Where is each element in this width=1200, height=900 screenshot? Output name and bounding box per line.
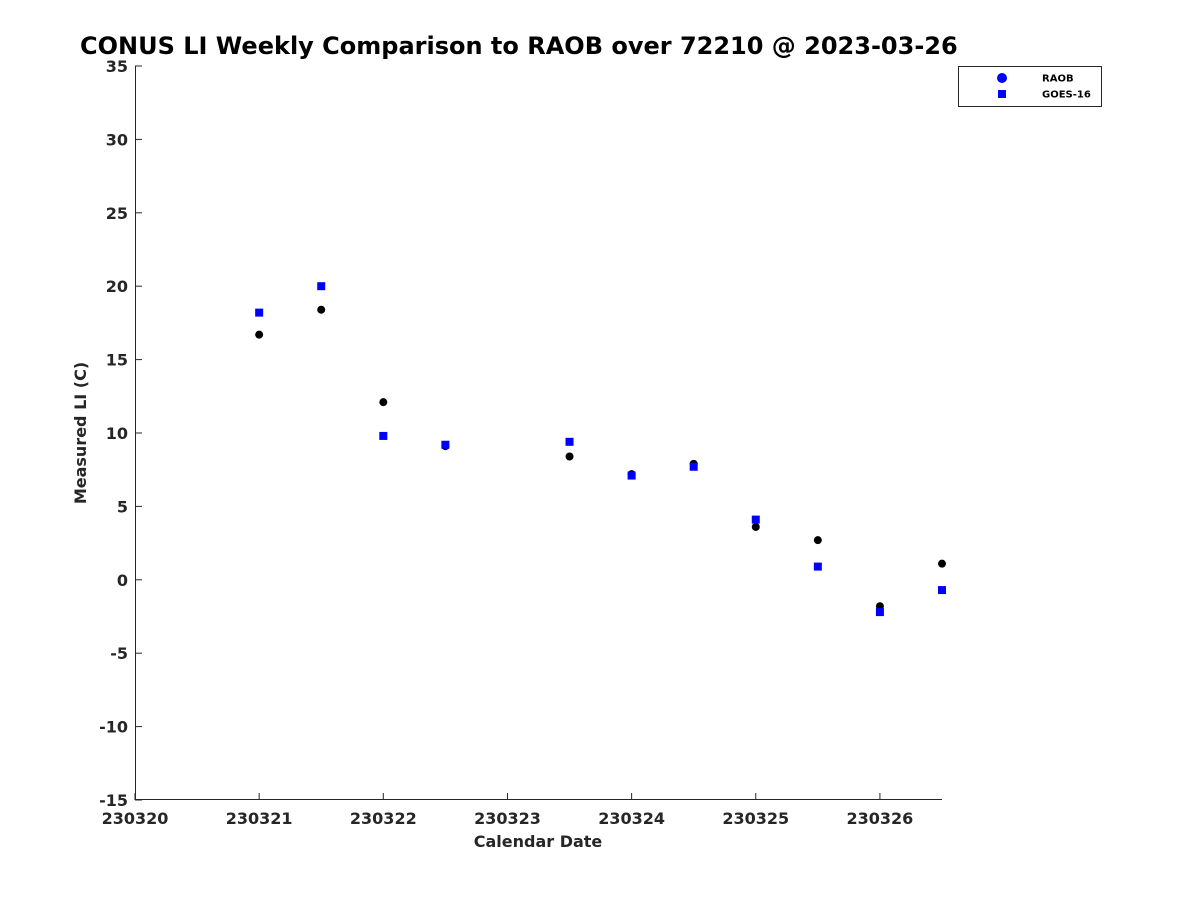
point-goes16 <box>813 562 822 571</box>
x-tick-label: 230324 <box>598 809 665 828</box>
point-goes16 <box>689 462 698 471</box>
legend-marker-raob <box>997 73 1007 83</box>
legend-label-raob: RAOB <box>1042 74 1074 85</box>
point-raob <box>379 398 388 407</box>
y-tick-label: -10 <box>99 718 128 737</box>
y-tick-label: 10 <box>106 424 128 443</box>
y-tick-label: 15 <box>106 351 128 370</box>
point-raob <box>255 330 264 339</box>
point-raob <box>813 536 822 545</box>
y-ticks: 35 30 25 20 15 10 5 0 -5 -10 -15 <box>99 57 142 810</box>
legend-label-goes16: GOES-16 <box>1042 90 1091 101</box>
point-goes16 <box>751 515 760 524</box>
legend-marker-goes16 <box>998 90 1006 98</box>
x-tick-label: 230322 <box>350 809 417 828</box>
point-goes16 <box>441 440 450 449</box>
point-raob <box>317 305 326 314</box>
y-tick-label: 35 <box>106 57 128 76</box>
y-tick-label: 30 <box>106 130 128 149</box>
y-tick-label: -5 <box>110 644 128 663</box>
legend: RAOB GOES-16 <box>958 66 1102 107</box>
y-tick-label: 5 <box>117 497 128 516</box>
axes <box>135 66 942 800</box>
point-goes16 <box>317 282 326 291</box>
legend-box <box>958 66 1102 107</box>
data-points <box>255 282 946 617</box>
x-ticks: 230320 230321 230322 230323 230324 230325 2303… <box>102 793 914 828</box>
point-raob <box>938 559 946 568</box>
y-axis-label: Measured LI (C) <box>71 362 90 504</box>
x-tick-label: 230325 <box>722 809 789 828</box>
y-tick-label: 25 <box>106 204 128 223</box>
x-tick-label: 230321 <box>226 809 293 828</box>
x-axis-label: Calendar Date <box>474 832 603 851</box>
point-raob <box>751 522 760 531</box>
point-raob <box>565 452 574 461</box>
point-goes16 <box>255 308 264 317</box>
point-goes16 <box>379 431 388 440</box>
point-goes16 <box>627 471 636 480</box>
chart-title: CONUS LI Weekly Comparison to RAOB over … <box>80 32 958 60</box>
x-tick-label: 230320 <box>102 809 169 828</box>
x-tick-label: 230326 <box>847 809 914 828</box>
y-tick-label: 0 <box>117 571 128 590</box>
x-tick-label: 230323 <box>474 809 541 828</box>
point-goes16 <box>875 608 884 617</box>
point-goes16 <box>938 586 946 595</box>
y-tick-label: -15 <box>99 791 128 810</box>
point-goes16 <box>565 437 574 446</box>
y-tick-label: 20 <box>106 277 128 296</box>
